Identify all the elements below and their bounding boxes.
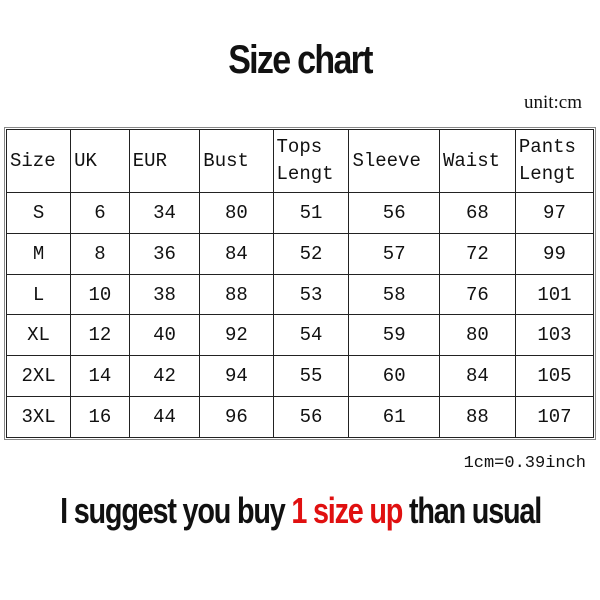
table-cell: 103 [514,314,595,357]
table-cell: 40 [128,314,201,357]
column-header: EUR [128,129,201,193]
table-row: L 10 38 88 53 58 76 101 [5,273,595,316]
table-cell: 59 [348,314,440,357]
table-cell: 107 [514,396,595,438]
table-row: S 6 34 80 51 56 68 97 [5,192,595,234]
table-cell: 101 [514,273,595,316]
table-cell: 58 [348,273,440,316]
table-cell: 57 [348,232,440,275]
conversion-note: 1cm=0.39inch [463,454,586,473]
table-cell: 68 [438,192,516,234]
table-cell: 3XL [5,396,72,438]
table-cell: 105 [514,355,595,398]
column-header: Waist [438,129,516,193]
table-cell: 88 [438,396,516,438]
table-cell: 56 [272,396,350,438]
table-row: 2XL 14 42 94 55 60 84 105 [5,355,595,398]
table-cell: 84 [438,355,516,398]
table-cell: 56 [348,192,440,234]
table-cell: 92 [199,314,274,357]
table-cell: XL [5,314,72,357]
table-row: XL 12 40 92 54 59 80 103 [5,314,595,357]
table-cell: 6 [70,192,130,234]
size-table: Size UK EUR Bust Tops Lengt Sleeve Waist Pants … [5,129,595,438]
column-header: Bust [199,129,274,193]
suggestion-highlight: 1 size up [291,490,403,531]
table-cell: 8 [70,232,130,275]
table-cell: 80 [199,192,274,234]
table-cell: 16 [70,396,130,438]
table-cell: 10 [70,273,130,316]
table-cell: S [5,192,72,234]
suggestion-text: I suggest you buy [60,490,292,531]
size-suggestion: I suggest you buy 1 size up than usual [0,490,600,532]
table-cell: 60 [348,355,440,398]
table-cell: L [5,273,72,316]
suggestion-text-end: than usual [402,490,542,531]
column-header: Tops Lengt [272,129,350,193]
table-cell: 36 [128,232,201,275]
table-cell: 54 [272,314,350,357]
table-cell: 38 [128,273,201,316]
column-header: Sleeve [348,129,440,193]
table-cell: 72 [438,232,516,275]
table-cell: 34 [128,192,201,234]
header-row: Size UK EUR Bust Tops Lengt Sleeve Waist Pants … [5,129,595,193]
table-cell: 51 [272,192,350,234]
table-row: M 8 36 84 52 57 72 99 [5,232,595,275]
table-cell: 80 [438,314,516,357]
table-row: 3XL 16 44 96 56 61 88 107 [5,396,595,438]
table-cell: 88 [199,273,274,316]
column-header: Size [5,129,72,193]
page-title: Size chart [228,38,373,82]
unit-label: unit:cm [523,92,582,113]
table-cell: 61 [348,396,440,438]
table-cell: 2XL [5,355,72,398]
table-cell: 52 [272,232,350,275]
table-cell: 84 [199,232,274,275]
column-header: UK [70,129,130,193]
table-cell: M [5,232,72,275]
table-cell: 76 [438,273,516,316]
table-cell: 99 [514,232,595,275]
table-cell: 96 [199,396,274,438]
table-cell: 55 [272,355,350,398]
table-cell: 12 [70,314,130,357]
size-table-wrapper: Size UK EUR Bust Tops Lengt Sleeve Waist Pants … [4,127,596,440]
table-cell: 97 [514,192,595,234]
table-cell: 42 [128,355,201,398]
table-cell: 53 [272,273,350,316]
table-cell: 14 [70,355,130,398]
table-cell: 44 [128,396,201,438]
table-cell: 94 [199,355,274,398]
column-header: Pants Lengt [514,129,595,193]
